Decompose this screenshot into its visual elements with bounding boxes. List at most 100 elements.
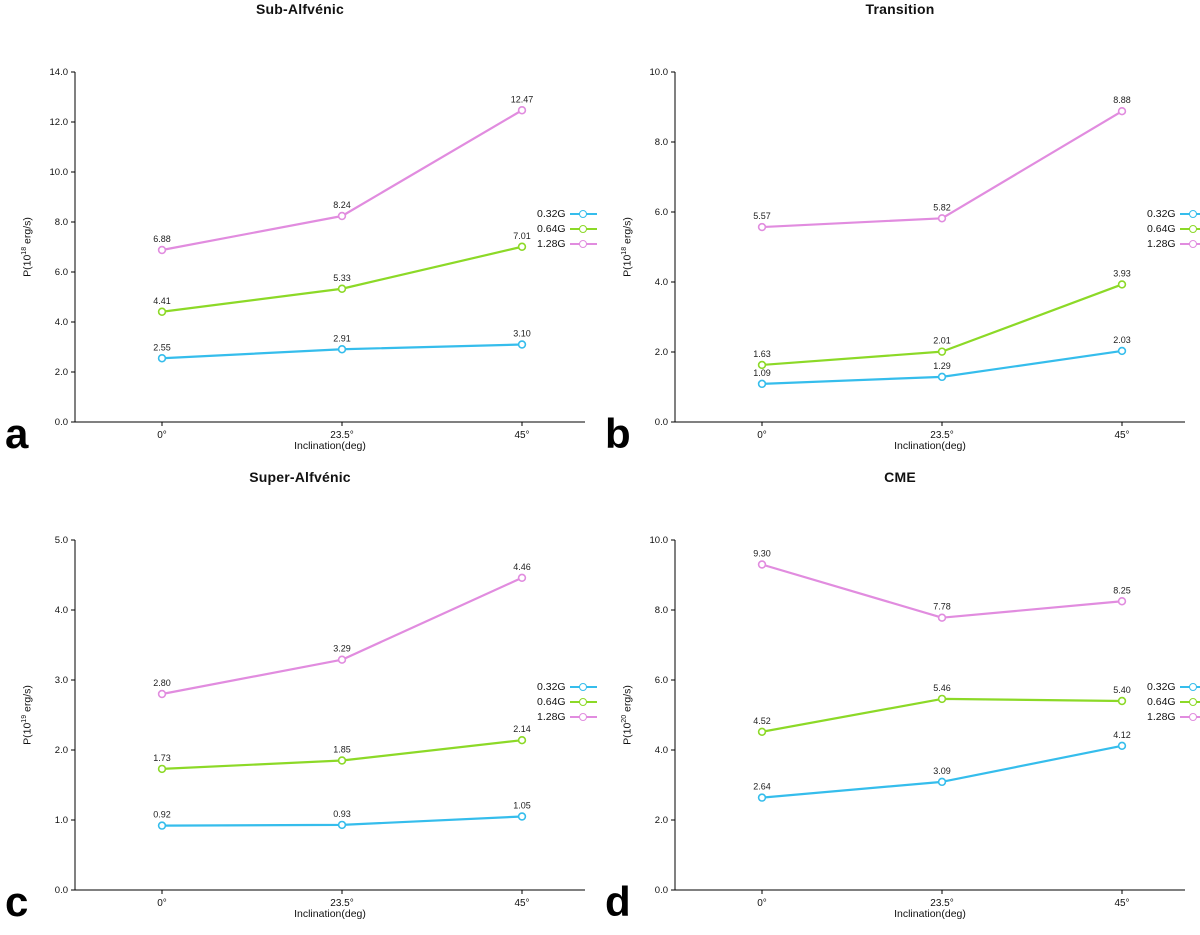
data-point-0.32G-23.5° bbox=[937, 777, 947, 787]
legend-panel-b: 0.32G 0.64G 1.28G bbox=[1147, 208, 1200, 250]
data-point-0.64G-23.5° bbox=[937, 347, 947, 356]
legend-item-0.32G: 0.32G bbox=[1147, 681, 1200, 693]
legend-line-swatch bbox=[1179, 240, 1200, 248]
data-label: 2.91 bbox=[333, 333, 351, 343]
panel-d-cme: CME 0.0 2.0 4.0 6.0 8.0 10.0 0° 23.5° 45° 2.64 3.0… bbox=[600, 468, 1200, 935]
legend-marker-icon bbox=[1189, 225, 1198, 233]
data-point-0.32G-23.5° bbox=[337, 820, 347, 830]
y-tick-label: 0.0 bbox=[55, 417, 68, 428]
data-point-1.28G-23.5° bbox=[337, 211, 347, 221]
data-point-0.32G-23.5° bbox=[337, 345, 347, 354]
legend-marker-icon bbox=[579, 683, 588, 691]
y-tick-label: 4.0 bbox=[655, 745, 668, 756]
data-point-0.64G-0° bbox=[757, 727, 767, 736]
data-label: 2.64 bbox=[753, 782, 771, 792]
legend-marker-icon bbox=[1189, 713, 1198, 721]
data-label: 1.63 bbox=[753, 349, 771, 359]
data-label: 7.78 bbox=[933, 602, 951, 612]
y-tick-label: 0.0 bbox=[655, 885, 668, 896]
line-chart-cme: 0.0 2.0 4.0 6.0 8.0 10.0 0° 23.5° 45° 2.64 3.09 4.1… bbox=[650, 535, 1185, 909]
data-label: 3.29 bbox=[333, 644, 351, 654]
data-point-0.64G-45° bbox=[1117, 696, 1127, 706]
data-label: 2.80 bbox=[153, 678, 171, 688]
legend-line-swatch bbox=[1179, 683, 1200, 691]
y-axis-label: P(1018 erg/s) bbox=[20, 217, 34, 277]
x-axis-label: Inclination(deg) bbox=[894, 908, 966, 920]
data-point-0.32G-45° bbox=[1117, 346, 1127, 356]
data-label: 4.46 bbox=[513, 562, 531, 572]
y-tick-label: 2.0 bbox=[655, 347, 668, 358]
legend-line-swatch bbox=[569, 225, 597, 233]
y-axis-label: P(1019 erg/s) bbox=[20, 685, 34, 745]
y-tick-label: 10.0 bbox=[650, 67, 669, 78]
y-axis-exponent: 18 bbox=[20, 246, 28, 255]
legend-item-0.32G: 0.32G bbox=[1147, 208, 1200, 220]
x-tick-label: 45° bbox=[1114, 898, 1129, 909]
data-point-1.28G-0° bbox=[157, 245, 167, 255]
legend-item-0.64G: 0.64G bbox=[537, 696, 597, 708]
legend-panel-c: 0.32G 0.64G 1.28G bbox=[537, 681, 597, 723]
y-tick-label: 5.0 bbox=[55, 535, 68, 546]
legend-panel-a: 0.32G 0.64G 1.28G bbox=[537, 208, 597, 250]
panel-letter-d: d bbox=[605, 878, 631, 925]
panel-title: Transition bbox=[865, 1, 935, 17]
data-point-1.28G-0° bbox=[757, 560, 767, 569]
series-line-0.64G bbox=[760, 697, 1124, 733]
y-tick-label: 0.0 bbox=[655, 417, 668, 428]
y-axis-label: P(1020 erg/s) bbox=[620, 685, 634, 745]
data-label: 5.57 bbox=[753, 211, 771, 221]
x-axis-label: Inclination(deg) bbox=[894, 440, 966, 452]
data-label: 2.03 bbox=[1113, 335, 1131, 345]
legend-line-swatch bbox=[569, 210, 597, 218]
legend-marker-icon bbox=[579, 210, 588, 218]
data-label: 8.88 bbox=[1113, 95, 1131, 105]
panel-letter-c: c bbox=[5, 878, 29, 925]
data-label: 5.82 bbox=[933, 202, 951, 212]
data-point-1.28G-45° bbox=[517, 573, 527, 583]
line-chart-transition: 0.0 2.0 4.0 6.0 8.0 10.0 0° 23.5° 45° 1.09 1.29 2.0… bbox=[650, 67, 1185, 441]
data-label: 2.55 bbox=[153, 342, 171, 352]
data-point-1.28G-23.5° bbox=[937, 214, 947, 223]
data-point-1.28G-23.5° bbox=[337, 655, 347, 664]
data-point-1.28G-0° bbox=[157, 689, 167, 699]
legend-item-1.28G: 1.28G bbox=[537, 238, 597, 250]
data-label: 5.33 bbox=[333, 273, 351, 283]
data-point-0.64G-23.5° bbox=[337, 284, 347, 293]
y-tick-label: 6.0 bbox=[655, 675, 668, 686]
y-tick-label: 1.0 bbox=[55, 815, 68, 826]
legend-item-1.28G: 1.28G bbox=[537, 711, 597, 723]
data-label: 1.09 bbox=[753, 368, 771, 378]
data-point-0.32G-0° bbox=[757, 793, 767, 802]
data-label: 3.93 bbox=[1113, 268, 1131, 278]
x-tick-label: 45° bbox=[1114, 430, 1129, 441]
legend-item-0.64G: 0.64G bbox=[537, 223, 597, 235]
x-tick-label: 45° bbox=[514, 898, 529, 909]
legend-marker-icon bbox=[1189, 683, 1198, 691]
panel-title: Sub-Alfvénic bbox=[256, 1, 344, 17]
legend-item-0.64G: 0.64G bbox=[1147, 696, 1200, 708]
y-tick-label: 4.0 bbox=[55, 605, 68, 616]
legend-label: 0.32G bbox=[537, 681, 566, 693]
legend-item-0.32G: 0.32G bbox=[537, 681, 597, 693]
legend-label: 1.28G bbox=[1147, 238, 1176, 250]
data-label: 12.47 bbox=[511, 94, 534, 104]
y-axis-exponent: 19 bbox=[20, 714, 28, 723]
x-tick-label: 23.5° bbox=[930, 430, 953, 441]
x-tick-label: 0° bbox=[157, 898, 167, 909]
legend-label: 1.28G bbox=[1147, 711, 1176, 723]
legend-label: 0.32G bbox=[1147, 681, 1176, 693]
data-point-0.64G-0° bbox=[157, 307, 167, 316]
legend-line-swatch bbox=[569, 683, 597, 691]
legend-label: 0.32G bbox=[1147, 208, 1176, 220]
data-label: 3.09 bbox=[933, 766, 951, 776]
data-label: 0.93 bbox=[333, 809, 351, 819]
legend-line-swatch bbox=[1179, 713, 1200, 721]
data-point-0.64G-45° bbox=[517, 736, 527, 745]
data-point-0.64G-23.5° bbox=[937, 694, 947, 704]
data-point-1.28G-45° bbox=[1117, 106, 1127, 116]
data-point-0.64G-0° bbox=[157, 764, 167, 774]
data-label: 7.01 bbox=[513, 231, 531, 241]
y-tick-label: 3.0 bbox=[55, 675, 68, 686]
x-axis-label: Inclination(deg) bbox=[294, 440, 366, 452]
